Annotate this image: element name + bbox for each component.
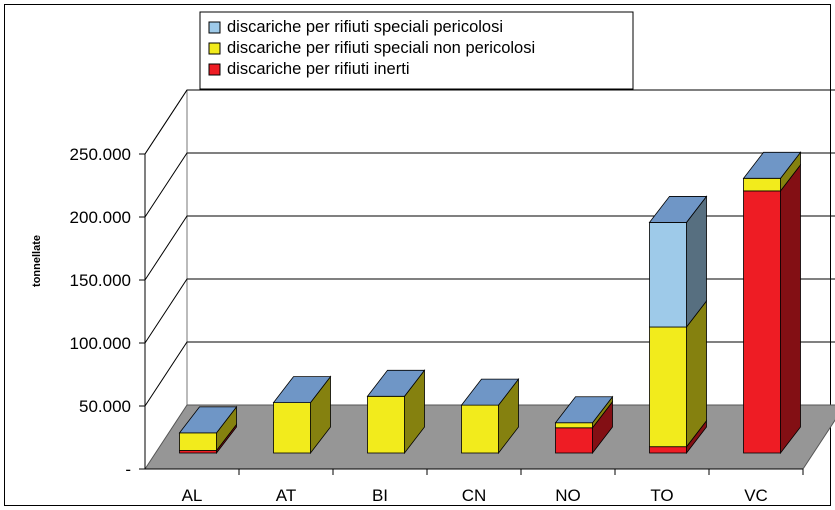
bar-segment bbox=[649, 326, 687, 448]
bar-top bbox=[554, 396, 614, 424]
bar-segment bbox=[649, 222, 687, 328]
bar-top bbox=[648, 196, 708, 223]
bar-segment bbox=[649, 446, 687, 454]
bar-segment bbox=[273, 402, 311, 454]
gridline bbox=[144, 89, 835, 155]
bar-segment bbox=[743, 177, 781, 192]
bar-segment bbox=[743, 190, 781, 454]
y-tick-label: 150.000 bbox=[70, 271, 131, 290]
bar-segment bbox=[179, 432, 217, 451]
legend: discariche per rifiuti speciali pericolo… bbox=[199, 11, 634, 90]
y-tick-label: 100.000 bbox=[70, 334, 131, 353]
legend-swatch bbox=[208, 63, 221, 76]
x-tick-label: BI bbox=[372, 486, 388, 505]
x-tick-label: CN bbox=[462, 486, 487, 505]
bar-segment bbox=[555, 422, 593, 429]
y-tick-label: 200.000 bbox=[70, 208, 131, 227]
bars bbox=[178, 151, 802, 455]
bar-group-TO bbox=[648, 195, 708, 455]
y-axis-title: tonnellate bbox=[31, 235, 43, 287]
legend-swatch bbox=[208, 21, 221, 34]
bar-segment bbox=[367, 395, 405, 454]
gridlines bbox=[144, 89, 835, 407]
x-tick-label: AL bbox=[182, 486, 203, 505]
legend-box bbox=[199, 11, 634, 90]
y-tick-label: 250.000 bbox=[70, 145, 131, 164]
x-tick-label: NO bbox=[555, 486, 581, 505]
y-tick-label: - bbox=[125, 460, 131, 479]
x-tick-label: AT bbox=[276, 486, 296, 505]
y-tick-label: 50.000 bbox=[79, 397, 131, 416]
gridline bbox=[144, 278, 835, 344]
legend-label: discariche per rifiuti speciali non peri… bbox=[227, 39, 535, 57]
bar-top bbox=[366, 369, 426, 397]
gridline bbox=[144, 215, 835, 281]
bar-segment bbox=[555, 427, 593, 454]
chart-walls bbox=[144, 89, 188, 469]
legend-label: discariche per rifiuti speciali pericolo… bbox=[227, 18, 503, 36]
bar-segment bbox=[461, 404, 499, 454]
legend-swatch bbox=[208, 42, 221, 55]
gridline bbox=[144, 341, 835, 407]
legend-label: discariche per rifiuti inerti bbox=[227, 60, 409, 78]
bar-group-CN bbox=[460, 377, 520, 455]
x-tick-label: TO bbox=[650, 486, 673, 505]
bar-side bbox=[780, 163, 801, 455]
bar-top bbox=[460, 378, 520, 406]
gridline bbox=[144, 152, 835, 218]
y-axis-tick-labels: - 50.000 100.000 150.000 200.000 250.000 bbox=[70, 145, 145, 479]
bar-group-AL bbox=[178, 405, 238, 455]
bar-top bbox=[742, 151, 802, 179]
bar-top bbox=[272, 376, 332, 404]
x-axis-category-labels: AL AT BI CN NO TO VC bbox=[182, 469, 804, 505]
bar-group-NO bbox=[554, 395, 614, 455]
bar-group-AT bbox=[272, 375, 332, 455]
bar-top bbox=[178, 406, 238, 434]
bar-group-BI bbox=[366, 369, 426, 455]
bar-group-VC bbox=[742, 151, 802, 455]
left-wall-edge bbox=[144, 89, 188, 469]
x-tick-label: VC bbox=[744, 486, 768, 505]
